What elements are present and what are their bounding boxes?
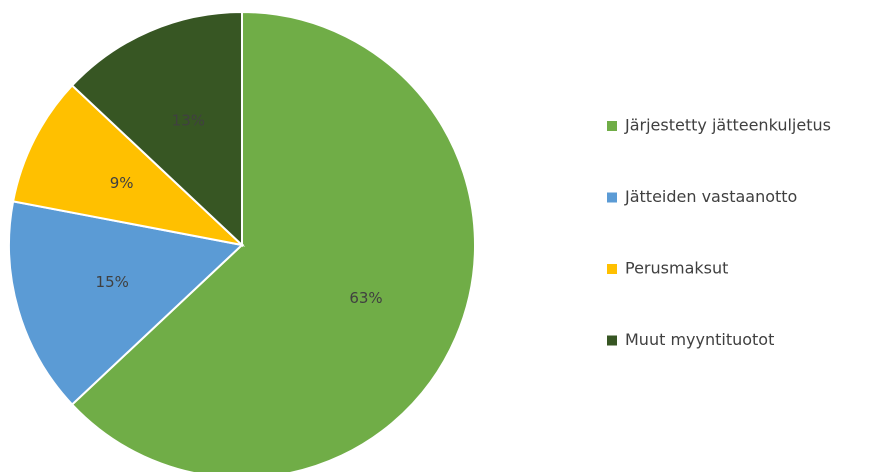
pie-slice (8, 200, 245, 406)
legend-swatch (607, 335, 617, 346)
legend-label: Järjestetty jätteenkuljetus (624, 116, 831, 135)
legend-swatch (607, 121, 617, 131)
pie-slice (11, 84, 246, 247)
legend-swatch (607, 192, 617, 203)
data-label: 9% (110, 174, 134, 192)
legend-swatch (607, 264, 617, 274)
data-label: 13% (172, 111, 205, 129)
data-label: 15% (96, 273, 129, 291)
pie-slice (70, 10, 243, 248)
legend-label: Perusmaksut (625, 259, 728, 278)
legend-label: Muut myyntituotot (625, 330, 774, 349)
data-label: 63% (349, 289, 382, 307)
legend-label: Jätteiden vastaanotto (624, 187, 797, 206)
